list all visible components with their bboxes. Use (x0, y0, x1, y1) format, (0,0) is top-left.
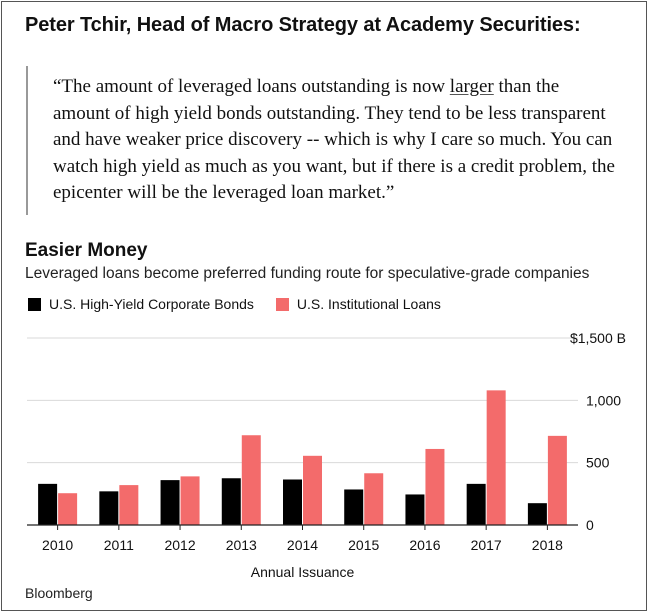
legend-swatch-bonds (28, 297, 41, 311)
x-tick-label: 2014 (287, 537, 318, 553)
bar-bonds (527, 503, 547, 525)
bar-loans (180, 476, 200, 525)
legend: U.S. High-Yield Corporate Bonds U.S. Ins… (28, 296, 463, 312)
legend-label-loans: U.S. Institutional Loans (296, 296, 441, 312)
bar-bonds (38, 483, 58, 525)
quote-text-end: than the amount of high yield bonds outs… (53, 76, 615, 203)
bar-loans (486, 390, 506, 525)
bar-loans (547, 435, 567, 525)
legend-swatch-loans (275, 297, 289, 311)
x-tick-label: 2011 (104, 537, 134, 553)
x-tick-label: 2015 (348, 537, 379, 553)
x-tick-label: 2010 (42, 537, 73, 553)
x-tick-label: 2013 (226, 537, 257, 553)
bar-loans (303, 455, 322, 525)
legend-item-loans: U.S. Institutional Loans (275, 296, 441, 312)
chart-subtitle: Leveraged loans become preferred funding… (25, 265, 590, 282)
x-tick-label: 2012 (164, 537, 195, 553)
x-tick-label: 2018 (532, 537, 563, 553)
x-tick-label: 2016 (409, 537, 440, 553)
quote-block: “The amount of leveraged loans outstandi… (26, 66, 616, 215)
chart-title: Easier Money (25, 240, 148, 261)
bar-bonds (344, 489, 364, 525)
bar-bonds (405, 494, 425, 525)
bar-bonds (221, 478, 241, 525)
y-tick-label: 1,000 (586, 392, 621, 408)
bar-bonds (466, 483, 486, 525)
quote-text-start: “The amount of leveraged loans outstandi… (53, 76, 450, 97)
bar-loans (425, 448, 445, 525)
headline: Peter Tchir, Head of Macro Strategy at A… (25, 14, 581, 36)
y-tick-label: 0 (586, 517, 594, 533)
legend-item-bonds: U.S. High-Yield Corporate Bonds (28, 296, 254, 312)
bar-bonds (160, 480, 180, 525)
bar-loans (119, 485, 139, 525)
bar-loans (58, 493, 78, 525)
x-tick-label: 2017 (471, 537, 502, 553)
quote-link-larger[interactable]: larger (449, 76, 494, 97)
x-axis-label: Annual Issuance (251, 564, 355, 580)
bar-bonds (283, 479, 302, 525)
legend-label-bonds: U.S. High-Yield Corporate Bonds (49, 296, 254, 312)
bar-bonds (99, 491, 119, 525)
y-tick-label: 500 (586, 455, 610, 471)
bar-loans (241, 435, 261, 525)
bar-loans (364, 473, 384, 525)
source-label: Bloomberg (25, 585, 93, 601)
y-tick-label: $1,500 B (570, 330, 626, 346)
